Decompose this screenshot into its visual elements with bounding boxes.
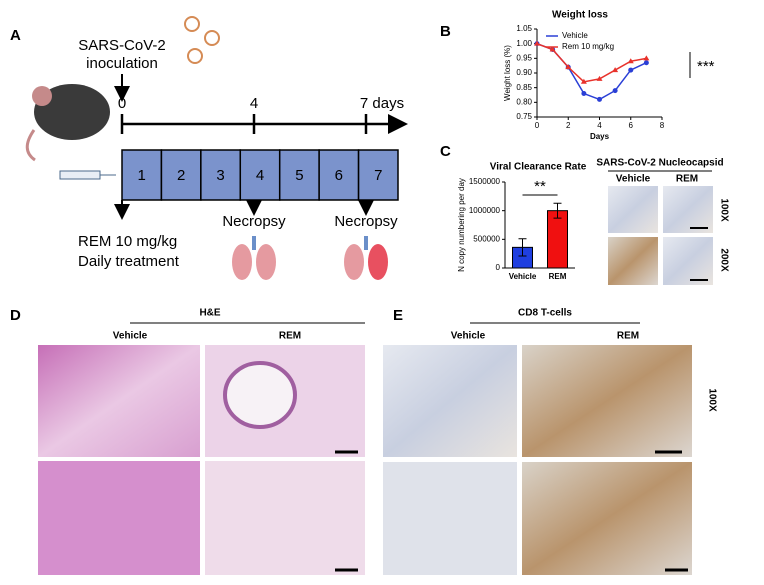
day-label: 6 (335, 167, 343, 184)
arrows (114, 200, 374, 220)
y-tick-label: 0.95 (516, 53, 532, 62)
x-tick-label: 6 (629, 121, 634, 130)
y-tick-label: 0.85 (516, 83, 532, 92)
legend-label: Rem 10 mg/kg (562, 42, 614, 51)
point (628, 67, 634, 73)
timeline-label: 4 (250, 95, 258, 112)
x-tick-label: Vehicle (509, 272, 537, 281)
charts: Weight loss 0.75 0.80 0.85 0.90 0.95 1.00 1.05 0… (457, 10, 715, 281)
micrographs (38, 345, 365, 575)
y-axis-label: Weight loss (%) (503, 45, 512, 101)
x-tick-label: 2 (566, 121, 571, 130)
point (612, 67, 619, 73)
timeline-label: 7 days (360, 95, 404, 112)
syringe-icon (59, 170, 116, 180)
y-tick-label: 0 (496, 263, 501, 272)
panel-label: A (10, 27, 21, 44)
legend-label: Vehicle (562, 31, 588, 40)
column-label: REM (279, 331, 301, 342)
point (612, 88, 618, 94)
micrographs (383, 345, 692, 575)
y-tick-label: 0.80 (516, 97, 532, 106)
row-label: 100X (706, 388, 717, 412)
point (596, 75, 603, 81)
day-label: 5 (295, 167, 303, 184)
label: Necropsy (222, 213, 286, 230)
point (534, 40, 540, 46)
point (627, 58, 634, 64)
y-tick-label: 1500000 (469, 177, 501, 186)
point (581, 91, 587, 97)
point (549, 46, 556, 52)
day-label: 2 (177, 167, 185, 184)
chart-title: Viral Clearance Rate (490, 162, 587, 173)
y-tick-label: 0.90 (516, 68, 532, 77)
mouse-icon (25, 84, 110, 162)
row-label: 200X (718, 248, 729, 272)
day-box (357, 149, 399, 201)
y-axis-label: N copy numbering per day (457, 178, 466, 272)
point (565, 64, 572, 70)
y-tick-label: 0.75 (516, 112, 532, 121)
x-tick-label: 4 (597, 121, 602, 130)
row-label: 100X (718, 198, 729, 222)
y-tick-label: 1.05 (516, 24, 532, 33)
column-label: REM (617, 331, 639, 342)
y-tick-label: 500000 (473, 234, 500, 243)
chart-title: Weight loss (552, 10, 608, 21)
panel-label: E (393, 307, 403, 324)
timeline-label: 0 (118, 95, 126, 112)
day-boxes: 1 2 3 4 5 6 7 (121, 149, 399, 201)
error-bar (553, 202, 562, 219)
annotation: *** (697, 58, 715, 75)
micrographs (608, 186, 713, 285)
panel-label: B (440, 23, 451, 40)
bar (547, 210, 568, 269)
image-title: SARS-CoV-2 Nucleocapsid (596, 158, 723, 169)
day-box (160, 149, 202, 201)
x-tick-label: 0 (535, 121, 540, 130)
x-tick-label: 8 (660, 121, 665, 130)
virus-icons (184, 16, 220, 64)
point (643, 55, 650, 61)
day-label: 1 (138, 167, 146, 184)
panel-label: C (440, 143, 451, 160)
label: Daily treatment (78, 253, 180, 270)
image-title: CD8 T-cells (518, 308, 572, 319)
point (580, 78, 587, 84)
label: inoculation (86, 55, 158, 72)
x-axis-label: Days (590, 132, 610, 141)
label: REM 10 mg/kg (78, 233, 177, 250)
day-box (200, 149, 242, 201)
lung-icons (232, 236, 388, 280)
label: SARS-CoV-2 (78, 37, 166, 54)
y-tick-label: 1.00 (516, 39, 532, 48)
point (643, 60, 649, 66)
day-label: 4 (256, 167, 264, 184)
y-tick-label: 1000000 (469, 206, 501, 215)
column-label: Vehicle (113, 331, 148, 342)
column-label: REM (676, 174, 698, 185)
point (597, 96, 602, 102)
column-label: Vehicle (616, 174, 651, 185)
day-label: 7 (374, 167, 382, 184)
day-box (318, 149, 360, 201)
day-box (278, 149, 320, 201)
x-tick-label: REM (549, 272, 567, 281)
label: Necropsy (334, 213, 398, 230)
image-title: H&E (199, 308, 220, 319)
column-label: Vehicle (451, 331, 486, 342)
panel-label: D (10, 307, 21, 324)
annotation: ** (534, 178, 546, 195)
timeline-ticks (120, 114, 368, 134)
error-bar (518, 238, 527, 257)
day-label: 3 (216, 167, 224, 184)
